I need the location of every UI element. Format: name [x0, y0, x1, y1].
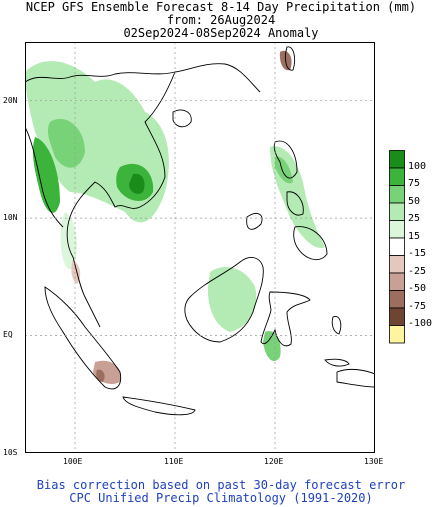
legend-label: 100	[408, 160, 427, 172]
legend-swatch	[389, 307, 405, 326]
graticule	[25, 42, 375, 453]
lon-label-120e: 120E	[264, 457, 284, 466]
lat-label-10n: 10N	[3, 213, 18, 222]
coastline-palawan	[246, 213, 263, 230]
bias-correction-note: Bias correction based on past 30-day for…	[36, 478, 406, 492]
legend-label: -100	[408, 318, 433, 329]
legend-swatch	[389, 325, 405, 344]
lon-label-100e: 100E	[63, 457, 83, 466]
coastline-java	[122, 396, 196, 416]
coastline-mindanao	[293, 226, 328, 261]
anomaly-shading	[25, 50, 325, 384]
legend-swatch	[389, 290, 405, 309]
legend-swatch	[389, 150, 405, 169]
coastline-sumatra	[44, 286, 122, 390]
coastlines	[25, 46, 375, 416]
coastline-visayas	[286, 191, 304, 216]
anomaly-patch-sumatra-south-dry	[96, 369, 105, 382]
legend-label: 25	[408, 213, 421, 224]
lat-label-20n: 20N	[3, 96, 18, 105]
anomaly-patch-myanmar-coast	[32, 137, 60, 213]
legend-label: -75	[408, 300, 427, 312]
lat-label-10s: 10S	[3, 448, 18, 457]
anomaly-patch-philippines-core	[275, 156, 293, 184]
lon-label-110e: 110E	[164, 457, 184, 466]
coastline-taiwan	[284, 46, 296, 71]
legend-label: -15	[408, 248, 427, 259]
legend-label: -25	[408, 265, 427, 277]
color-legend	[389, 150, 405, 344]
coastline-seram	[324, 358, 350, 367]
legend-label: 15	[408, 230, 421, 242]
anomaly-patch-borneo	[207, 267, 257, 332]
legend-label: 50	[408, 195, 421, 207]
anomaly-patch-thailand-core	[47, 118, 85, 168]
lat-label-eq: EQ	[3, 330, 13, 339]
legend-swatch	[389, 220, 405, 239]
coastline-sulawesi	[260, 291, 311, 347]
legend-swatch	[389, 272, 405, 291]
forecast-period: 02Sep2024-08Sep2024 Anomaly	[123, 26, 319, 40]
anomaly-patch-sulawesi	[263, 331, 281, 362]
legend-swatch	[389, 167, 405, 186]
coastline-halmahera	[331, 316, 342, 335]
lon-label-130e: 130E	[364, 457, 384, 466]
map-frame	[25, 42, 375, 453]
coastline-luzon	[273, 140, 298, 179]
coastline-new-guinea	[336, 368, 375, 388]
coastline-borneo	[184, 256, 264, 343]
forecast-issue-date: from: 26Aug2024	[166, 13, 276, 27]
precipitation-anomaly-map	[25, 42, 375, 453]
legend-swatch	[389, 185, 405, 204]
legend-swatch	[389, 237, 405, 256]
legend-label: -50	[408, 283, 427, 294]
coastline-indochina	[25, 63, 261, 328]
anomaly-patch-cambodia-core	[129, 173, 145, 195]
legend-label: 75	[408, 178, 421, 189]
legend-swatch	[389, 202, 405, 221]
legend-swatch	[389, 255, 405, 274]
anomaly-patch-malay-peninsula	[60, 212, 77, 270]
map-title: NCEP GFS Ensemble Forecast 8-14 Day Prec…	[25, 0, 417, 14]
climatology-note: CPC Unified Precip Climatology (1991-202…	[69, 491, 373, 505]
